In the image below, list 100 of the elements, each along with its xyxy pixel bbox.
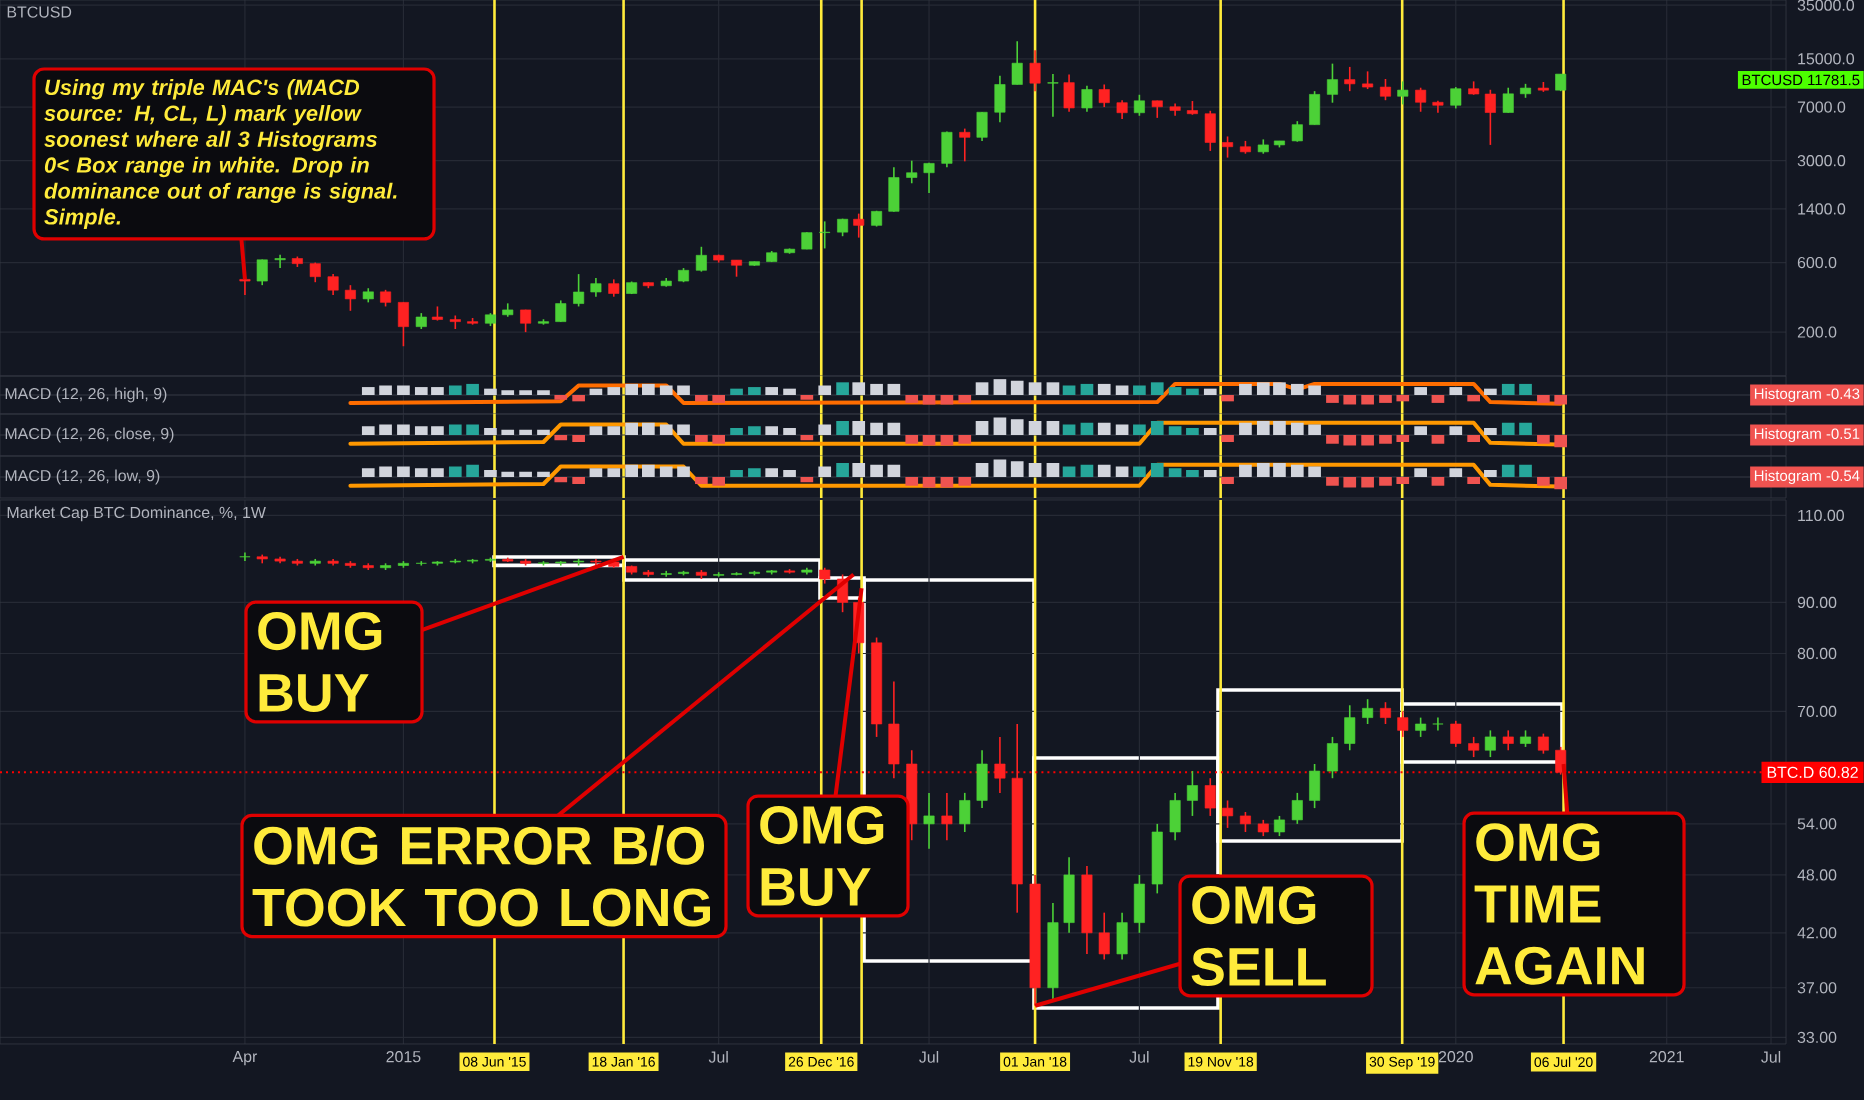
bar — [501, 429, 515, 435]
bar — [1501, 422, 1515, 435]
bar — [1186, 427, 1199, 435]
bar — [448, 385, 462, 395]
bar — [1501, 464, 1515, 477]
bar — [448, 424, 462, 435]
bar — [695, 434, 708, 442]
bar — [1361, 434, 1374, 446]
candlestick — [1204, 109, 1216, 152]
candlestick — [256, 258, 268, 286]
bar — [1467, 394, 1480, 402]
bar — [1290, 464, 1304, 477]
bar — [1046, 382, 1060, 395]
bar — [730, 427, 743, 435]
candlestick — [1204, 777, 1216, 817]
bar — [1326, 394, 1339, 403]
annotation: OMG BUY — [760, 806, 884, 906]
bar — [519, 429, 532, 435]
bar — [1221, 394, 1234, 402]
candlestick — [959, 127, 971, 163]
bar — [589, 388, 603, 395]
bar — [1467, 476, 1480, 484]
bar — [1379, 476, 1392, 486]
bar — [1308, 466, 1321, 477]
bar — [1414, 426, 1427, 435]
bar — [537, 429, 550, 435]
bar — [922, 476, 936, 488]
bar — [625, 464, 638, 477]
bar — [379, 424, 392, 435]
bar — [466, 383, 479, 395]
candlestick — [888, 680, 900, 779]
candlestick — [1379, 78, 1391, 101]
bar — [1501, 383, 1515, 395]
bar — [712, 394, 726, 403]
bar — [1150, 382, 1164, 395]
bar — [1080, 422, 1094, 435]
bar — [1484, 427, 1497, 435]
bar — [1010, 461, 1024, 477]
bar — [818, 385, 832, 395]
bar — [1361, 394, 1374, 405]
candlestick — [1326, 62, 1338, 104]
bar — [1414, 387, 1427, 395]
bar — [887, 422, 901, 435]
candlestick — [1239, 811, 1251, 833]
bar — [659, 466, 673, 477]
bar — [659, 385, 673, 395]
candlestick — [819, 220, 831, 250]
bar — [1326, 476, 1339, 486]
bar — [940, 394, 954, 405]
bar — [818, 424, 832, 435]
candlestick — [1081, 84, 1093, 113]
bar — [783, 388, 796, 395]
bar — [1484, 388, 1497, 395]
bar — [836, 420, 849, 435]
bar — [397, 385, 410, 395]
candlestick — [994, 736, 1006, 794]
bar — [1519, 422, 1532, 435]
candlestick — [1063, 856, 1075, 934]
bar — [1239, 383, 1252, 395]
bar — [1115, 385, 1129, 395]
bar — [1203, 388, 1217, 395]
bar — [1449, 387, 1463, 395]
bar — [642, 383, 655, 395]
bar — [642, 464, 655, 477]
bar — [1010, 419, 1024, 435]
candlestick — [994, 74, 1006, 124]
bar — [554, 476, 568, 483]
bar — [1308, 385, 1321, 395]
bar — [1133, 385, 1146, 395]
bar — [1396, 394, 1410, 402]
bar — [677, 424, 690, 435]
candlestick — [959, 792, 971, 833]
bar — [677, 385, 690, 395]
bar — [519, 471, 532, 477]
bar — [1431, 434, 1445, 444]
candlestick — [274, 253, 286, 269]
bar — [748, 426, 761, 435]
candlestick — [1011, 40, 1023, 86]
candlestick — [1047, 73, 1059, 118]
bar — [1115, 424, 1129, 435]
candlestick — [1326, 736, 1338, 779]
bar — [975, 382, 989, 395]
bar — [448, 466, 462, 477]
bar — [1290, 422, 1304, 435]
bar — [1186, 469, 1199, 477]
bar — [1239, 464, 1252, 477]
candlestick — [1116, 99, 1128, 120]
bar — [361, 468, 375, 477]
bar — [379, 385, 392, 395]
bar — [1308, 424, 1321, 435]
bar — [607, 468, 621, 477]
bar — [1537, 476, 1550, 486]
bar — [677, 466, 690, 477]
candlestick — [1362, 698, 1374, 725]
bar — [975, 420, 989, 435]
candlestick — [1186, 770, 1198, 817]
bar — [572, 476, 585, 484]
bar — [1062, 385, 1076, 395]
bar — [887, 383, 901, 395]
bar — [1221, 434, 1234, 442]
